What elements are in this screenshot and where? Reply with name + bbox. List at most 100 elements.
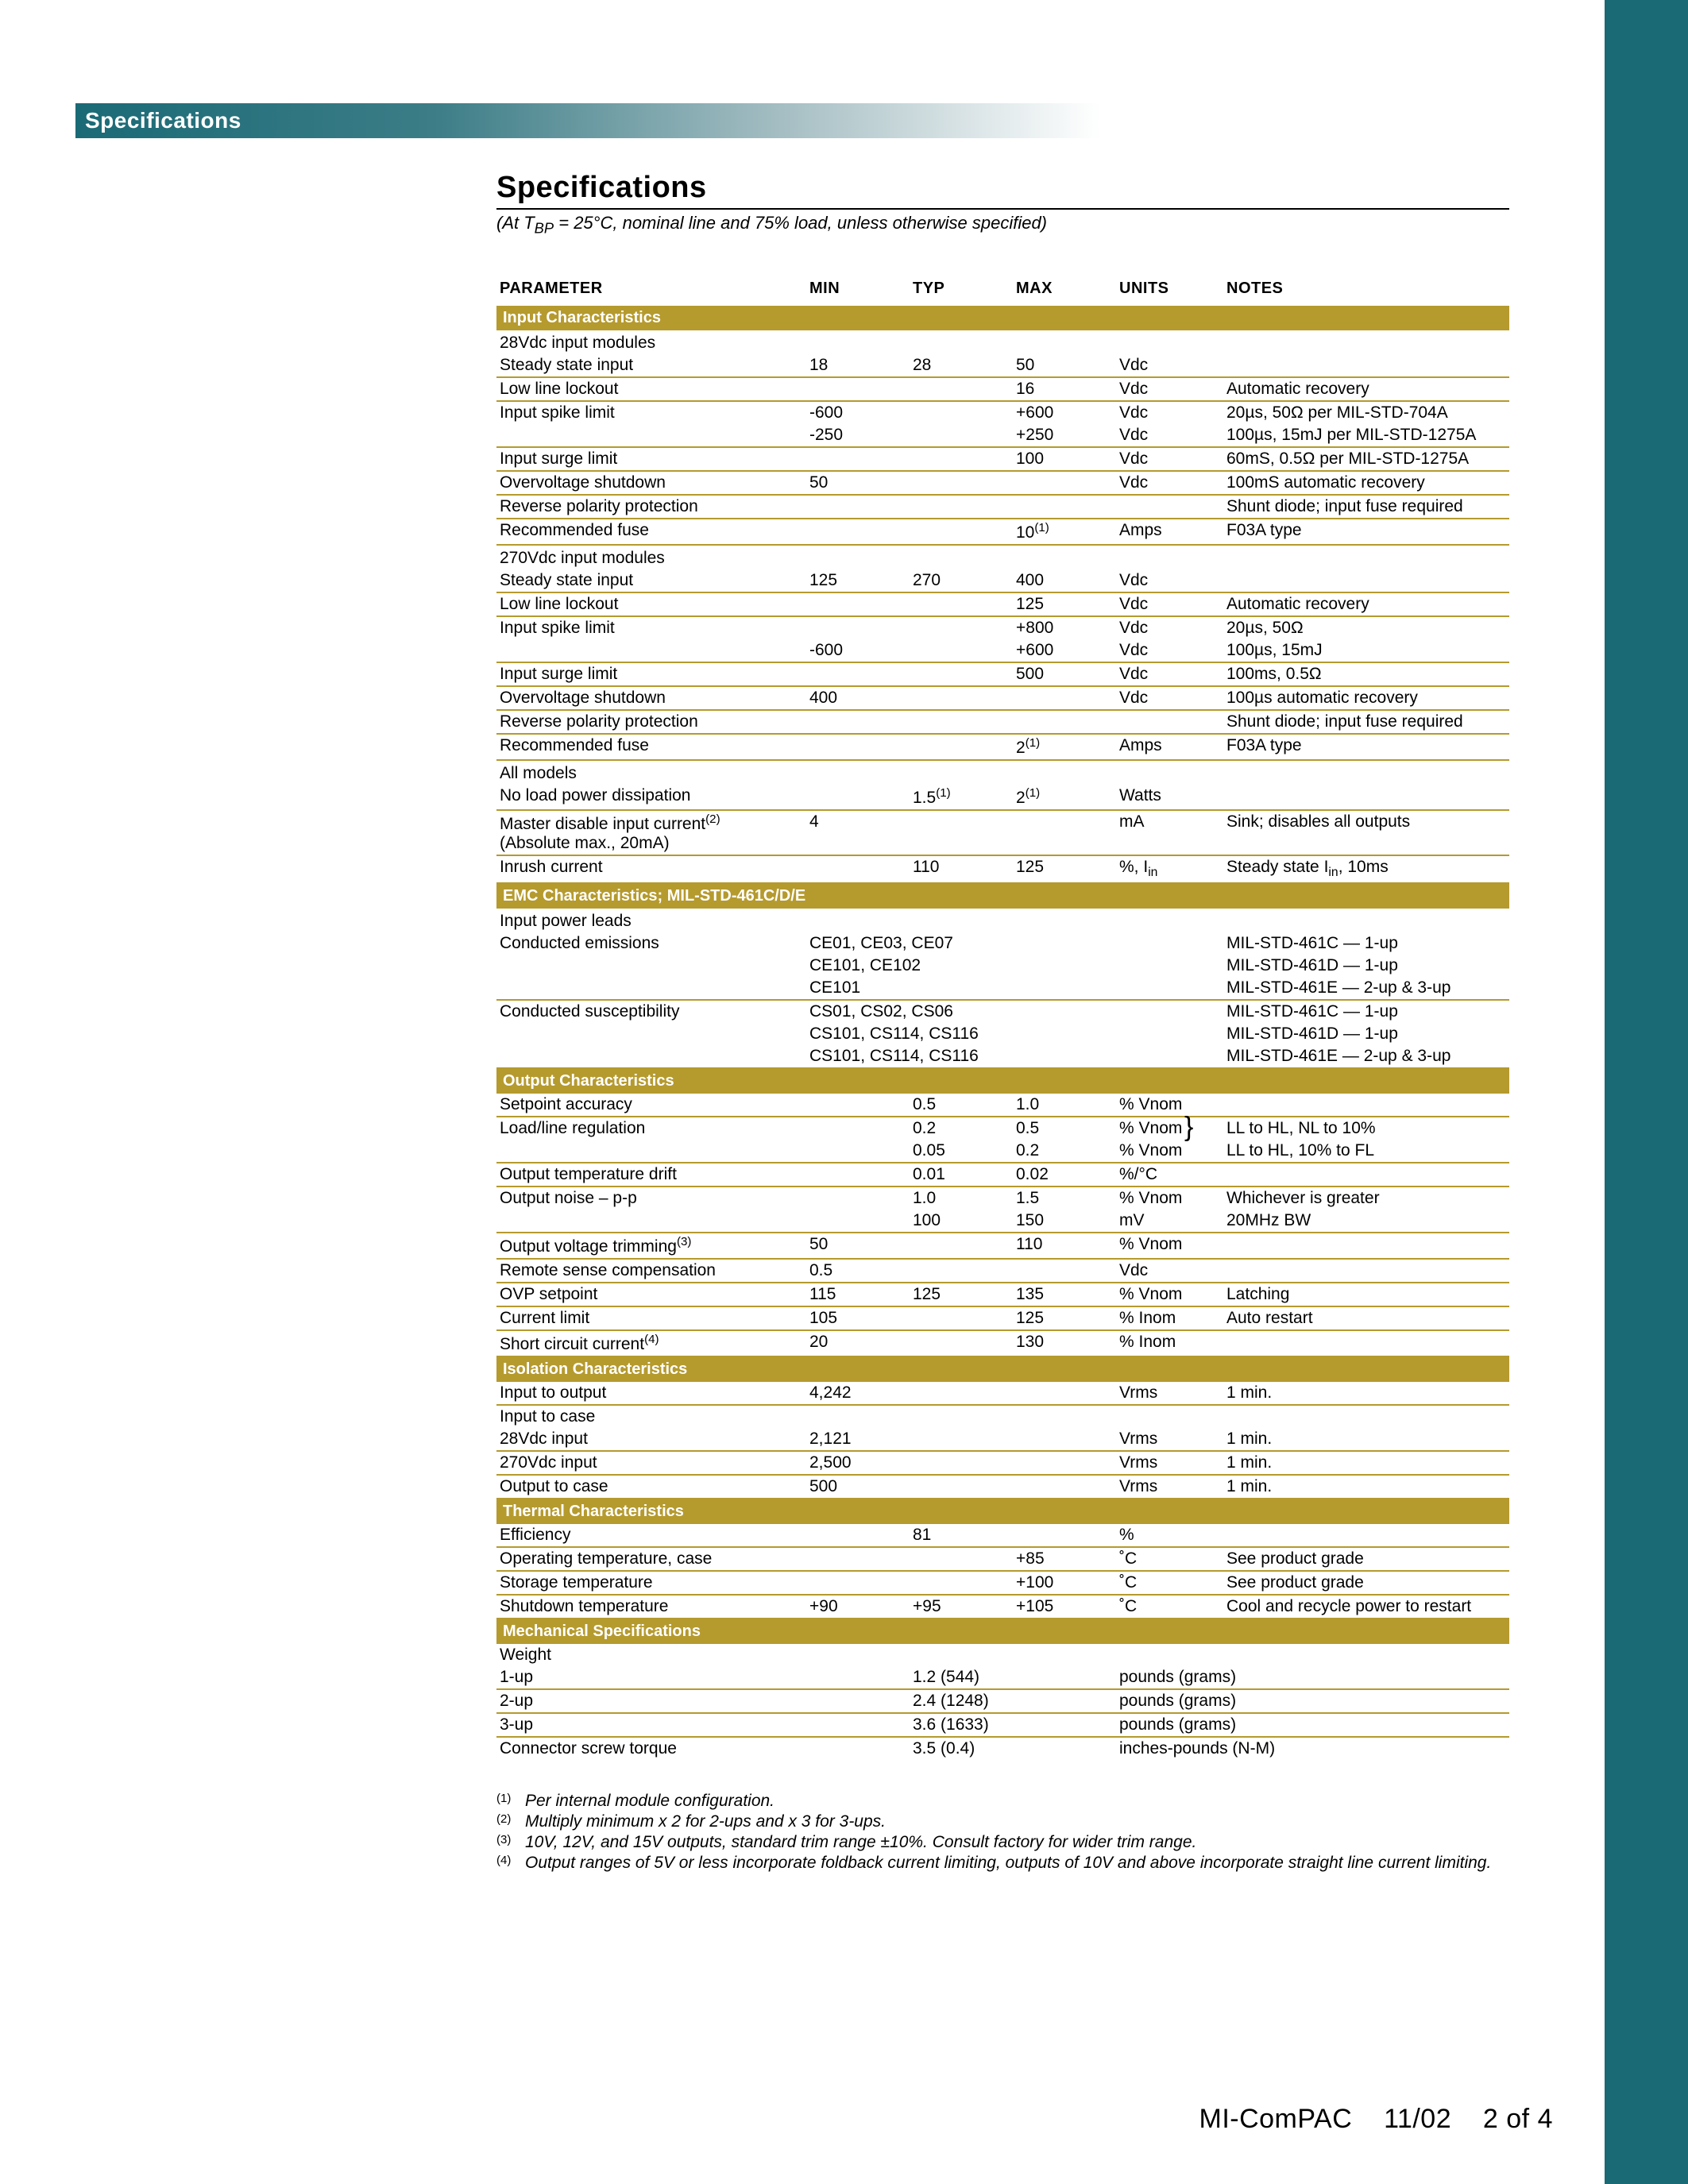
cell-parameter: Output voltage trimming(3) — [496, 1233, 806, 1259]
group-row: 28Vdc input modules — [496, 330, 1509, 354]
cell-units: pounds (grams) — [1116, 1689, 1509, 1713]
cell-units: % Vnom — [1116, 1094, 1223, 1117]
cell-units: Vrms — [1116, 1451, 1223, 1475]
cell-max: +100 — [1013, 1571, 1116, 1595]
cell-units: Vdc — [1116, 569, 1223, 592]
cell-units — [1116, 710, 1223, 734]
spec-row: Inrush current110125%, IinSteady state I… — [496, 855, 1509, 882]
cell-min: -250 — [806, 424, 910, 447]
cell-typ — [910, 401, 1013, 424]
spec-row: Input to output4,242Vrms1 min. — [496, 1382, 1509, 1405]
cell-units: inches-pounds (N-M) — [1116, 1737, 1509, 1760]
cell-max — [1013, 710, 1116, 734]
cell-typ — [910, 662, 1013, 686]
cell-max: 0.5 — [1013, 1117, 1116, 1140]
spec-row: Overvoltage shutdown50Vdc100mS automatic… — [496, 471, 1509, 495]
cell-parameter: Steady state input — [496, 569, 806, 592]
cell-units: Vdc — [1116, 424, 1223, 447]
cell-min — [806, 734, 910, 760]
cell-notes — [1223, 785, 1509, 810]
cell-typ — [910, 686, 1013, 710]
cell-max: +600 — [1013, 639, 1116, 662]
footnote-text: 10V, 12V, and 15V outputs, standard trim… — [525, 1833, 1196, 1852]
section-header: Thermal Characteristics — [496, 1499, 1509, 1524]
cell-parameter: Storage temperature — [496, 1571, 806, 1595]
cell-parameter — [496, 639, 806, 662]
cell-notes: MIL-STD-461C — 1-up — [1223, 1000, 1509, 1023]
cell-units: % Vnom — [1116, 1117, 1223, 1140]
cell-units: pounds (grams) — [1116, 1713, 1509, 1737]
cell-typ: 1.2 (544) — [910, 1666, 1116, 1689]
cell-parameter: Input to output — [496, 1382, 806, 1405]
cell-parameter: Recommended fuse — [496, 734, 806, 760]
cell-units — [1116, 977, 1223, 1000]
spec-table: PARAMETER MIN TYP MAX UNITS NOTES Input … — [496, 275, 1509, 1759]
cell-max — [1013, 1405, 1116, 1428]
cell-min — [806, 447, 910, 471]
cell-value: CE101 — [806, 977, 1116, 1000]
cell-parameter: Low line lockout — [496, 592, 806, 616]
cell-parameter: 3-up — [496, 1713, 806, 1737]
cell-units — [1116, 1023, 1223, 1045]
cell-min — [806, 1737, 910, 1760]
cell-notes: Auto restart — [1223, 1306, 1509, 1330]
cell-min: 2,121 — [806, 1428, 910, 1451]
spec-row: Input spike limit+800Vdc20µs, 50Ω — [496, 616, 1509, 639]
cell-units: Amps — [1116, 519, 1223, 545]
cell-parameter: Recommended fuse — [496, 519, 806, 545]
cell-notes — [1223, 1094, 1509, 1117]
spec-row: Input surge limit500Vdc100ms, 0.5Ω — [496, 662, 1509, 686]
cell-parameter — [496, 955, 806, 977]
cell-min — [806, 855, 910, 882]
cell-typ — [910, 519, 1013, 545]
cell-parameter: Output to case — [496, 1475, 806, 1499]
cell-max — [1013, 686, 1116, 710]
spec-row: -250+250Vdc100µs, 15mJ per MIL-STD-1275A — [496, 424, 1509, 447]
spec-row: Efficiency81% — [496, 1524, 1509, 1547]
cell-min: 105 — [806, 1306, 910, 1330]
cell-notes: MIL-STD-461D — 1-up — [1223, 1023, 1509, 1045]
cell-units: Vdc — [1116, 377, 1223, 401]
cell-typ: 270 — [910, 569, 1013, 592]
cell-parameter: Conducted susceptibility — [496, 1000, 806, 1023]
cell-max: 110 — [1013, 1233, 1116, 1259]
cell-notes: Whichever is greater — [1223, 1187, 1509, 1210]
footnote-num: (3) — [496, 1833, 519, 1852]
spec-row: CE101MIL-STD-461E — 2-up & 3-up — [496, 977, 1509, 1000]
cell-typ — [910, 1405, 1013, 1428]
cell-max — [1013, 471, 1116, 495]
cell-notes: Automatic recovery — [1223, 592, 1509, 616]
spec-row: 0.050.2% VnomLL to HL, 10% to FL — [496, 1140, 1509, 1163]
cell-parameter: Input spike limit — [496, 616, 806, 639]
cell-typ — [910, 710, 1013, 734]
cell-notes: 1 min. — [1223, 1428, 1509, 1451]
cell-parameter: Conducted emissions — [496, 932, 806, 955]
cell-units: Vdc — [1116, 354, 1223, 377]
spec-row: 2-up2.4 (1248)pounds (grams) — [496, 1689, 1509, 1713]
cell-parameter: Weight — [496, 1644, 806, 1666]
cell-parameter: 1-up — [496, 1666, 806, 1689]
cell-max: 2(1) — [1013, 785, 1116, 810]
page-title: Specifications — [496, 171, 1509, 205]
cell-units: ˚C — [1116, 1547, 1223, 1571]
cell-min — [806, 495, 910, 519]
cell-typ: 3.5 (0.4) — [910, 1737, 1116, 1760]
cell-notes: Shunt diode; input fuse required — [1223, 710, 1509, 734]
spec-row: Remote sense compensation0.5Vdc — [496, 1259, 1509, 1283]
cell-typ — [910, 447, 1013, 471]
cell-max: 0.2 — [1013, 1140, 1116, 1163]
section-header: Isolation Characteristics — [496, 1356, 1509, 1382]
footer: MI-ComPAC 11/02 2 of 4 — [1199, 2104, 1554, 2135]
cell-min — [806, 592, 910, 616]
cell-min: 50 — [806, 471, 910, 495]
cell-notes: 60mS, 0.5Ω per MIL-STD-1275A — [1223, 447, 1509, 471]
cell-max — [1013, 1382, 1116, 1405]
cell-typ — [910, 1330, 1013, 1356]
footnote: (4)Output ranges of 5V or less incorpora… — [496, 1854, 1509, 1873]
spec-row: Weight — [496, 1644, 1509, 1666]
cell-max: 16 — [1013, 377, 1116, 401]
cell-min — [806, 1094, 910, 1117]
spec-row: Operating temperature, case+85˚CSee prod… — [496, 1547, 1509, 1571]
cell-parameter: Steady state input — [496, 354, 806, 377]
spec-row: Current limit105125% InomAuto restart — [496, 1306, 1509, 1330]
